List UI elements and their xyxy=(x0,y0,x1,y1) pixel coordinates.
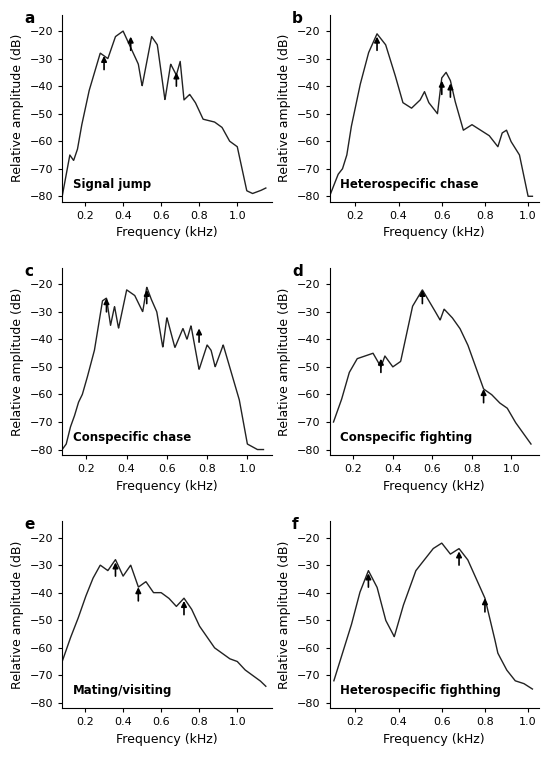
Text: a: a xyxy=(25,11,35,26)
Text: Mating/visiting: Mating/visiting xyxy=(73,684,172,697)
Y-axis label: Relative amplitude (dB): Relative amplitude (dB) xyxy=(278,540,292,689)
Text: Heterospecific chase: Heterospecific chase xyxy=(340,178,478,191)
X-axis label: Frequency (kHz): Frequency (kHz) xyxy=(116,226,218,239)
X-axis label: Frequency (kHz): Frequency (kHz) xyxy=(383,226,485,239)
Text: b: b xyxy=(292,11,302,26)
X-axis label: Frequency (kHz): Frequency (kHz) xyxy=(383,480,485,493)
Text: c: c xyxy=(25,264,34,279)
Y-axis label: Relative amplitude (dB): Relative amplitude (dB) xyxy=(11,287,24,435)
Text: d: d xyxy=(292,264,302,279)
Y-axis label: Relative amplitude (dB): Relative amplitude (dB) xyxy=(11,34,24,182)
Y-axis label: Relative amplitude (dB): Relative amplitude (dB) xyxy=(278,287,292,435)
Y-axis label: Relative amplitude (dB): Relative amplitude (dB) xyxy=(11,540,24,689)
X-axis label: Frequency (kHz): Frequency (kHz) xyxy=(116,733,218,746)
Text: Heterospecific fighthing: Heterospecific fighthing xyxy=(340,684,501,697)
Y-axis label: Relative amplitude (dB): Relative amplitude (dB) xyxy=(278,34,292,182)
Text: Conspecific chase: Conspecific chase xyxy=(73,431,191,444)
Text: Conspecific fighting: Conspecific fighting xyxy=(340,431,472,444)
X-axis label: Frequency (kHz): Frequency (kHz) xyxy=(116,480,218,493)
X-axis label: Frequency (kHz): Frequency (kHz) xyxy=(383,733,485,746)
Text: f: f xyxy=(292,517,299,532)
Text: e: e xyxy=(25,517,35,532)
Text: Signal jump: Signal jump xyxy=(73,178,151,191)
